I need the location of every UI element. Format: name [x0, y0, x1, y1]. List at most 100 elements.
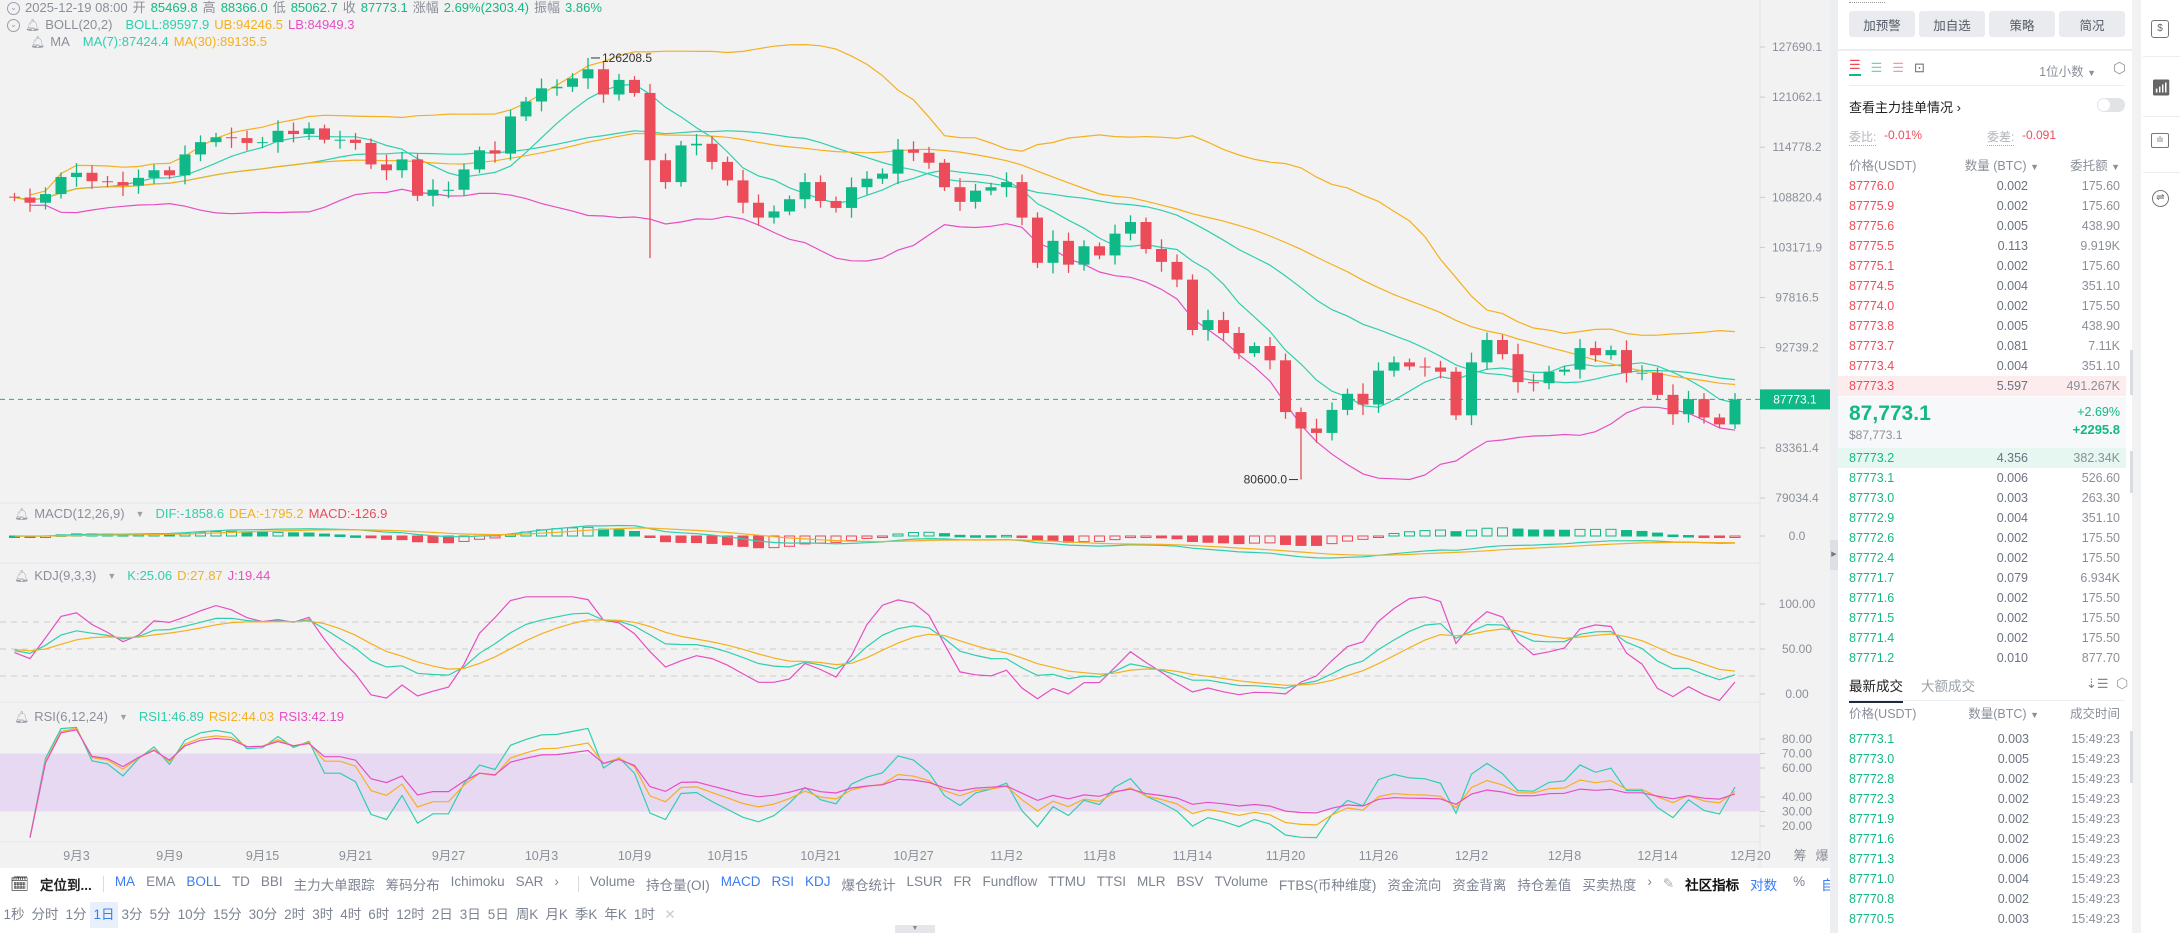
orderbook-row[interactable]: 87775.1 0.002 175.60	[1838, 256, 2126, 276]
orderbook-row[interactable]: 87772.4 0.002 175.50	[1838, 548, 2126, 568]
orderbook-row[interactable]: 87771.3 0.006 15:49:23	[1838, 849, 2126, 869]
orderbook-row[interactable]: 87771.4 0.002 175.50	[1838, 628, 2126, 648]
book-bids-icon[interactable]: ☰	[1870, 60, 1883, 75]
indicator-1[interactable]: EMA	[146, 874, 176, 889]
sub-indicator-1[interactable]: 持仓量(OI)	[645, 878, 710, 893]
rsi-name[interactable]: RSI(6,12,24)	[34, 709, 108, 724]
edit-icon[interactable]: ✎	[1662, 876, 1675, 891]
main-orders-link[interactable]: 查看主力挂单情况 ›	[1849, 100, 1961, 115]
indicator-9[interactable]: ›	[554, 874, 559, 889]
interval-17[interactable]: 周K	[515, 907, 539, 922]
tab-latest-trades[interactable]: 最新成交	[1849, 675, 1903, 703]
bell-icon[interactable]: 🔔︎	[14, 710, 30, 724]
sub-indicator-3[interactable]: RSI	[771, 874, 794, 889]
orderbook-row[interactable]: 87775.9 0.002 175.60	[1838, 196, 2126, 216]
axis-tool-button[interactable]: 爆	[1815, 848, 1828, 863]
interval-14[interactable]: 2日	[431, 907, 453, 922]
interval-11[interactable]: 4时	[340, 907, 362, 922]
sub-indicator-0[interactable]: Volume	[589, 874, 635, 889]
indicator-5[interactable]: 主力大单跟踪	[293, 878, 375, 893]
orderbook-row[interactable]: 87773.0 0.003 263.30	[1838, 488, 2126, 508]
trade-qty-header[interactable]: 数量(BTC) ▼	[1968, 707, 2039, 721]
sub-indicator-9[interactable]: TTMU	[1048, 874, 1086, 889]
asks-scrollbar[interactable]	[2130, 350, 2133, 395]
interval-9[interactable]: 2时	[284, 907, 306, 922]
interval-6[interactable]: 10分	[177, 907, 207, 922]
indicator-4[interactable]: BBI	[260, 874, 283, 889]
orderbook-row[interactable]: 87775.5 0.113 9.919K	[1838, 236, 2126, 256]
interval-4[interactable]: 3分	[121, 907, 143, 922]
orderbook-row[interactable]: 87770.8 0.002 15:49:23	[1838, 889, 2126, 909]
bell-icon[interactable]: 🔔︎	[30, 35, 46, 49]
community-indicators-button[interactable]: 社区指标	[1685, 878, 1740, 893]
interval-19[interactable]: 季K	[574, 907, 598, 922]
dollar-doc-icon[interactable]: $	[2151, 20, 2169, 38]
swap-icon[interactable]: ⇌	[2152, 190, 2169, 207]
overview-button[interactable]: 简况	[2059, 11, 2125, 37]
orderbook-row[interactable]: 87773.3 5.597 491.267K	[1838, 376, 2126, 396]
interval-7[interactable]: 15分	[213, 907, 242, 922]
book-asks-icon[interactable]: ☰	[1892, 60, 1904, 75]
orderbook-row[interactable]: 87776.0 0.002 175.60	[1838, 176, 2126, 196]
log-scale-toggle[interactable]: 对数	[1750, 878, 1778, 893]
interval-2[interactable]: 1分	[65, 907, 87, 922]
indicator-6[interactable]: 筹码分布	[385, 878, 440, 893]
sub-indicator-4[interactable]: KDJ	[804, 874, 831, 889]
sub-indicator-12[interactable]: BSV	[1176, 874, 1204, 889]
bell-icon[interactable]: 🔔︎	[14, 507, 30, 521]
orderbook-row[interactable]: 87773.4 0.004 351.10	[1838, 356, 2126, 376]
caret-down-icon[interactable]: ▼	[107, 571, 117, 581]
interval-13[interactable]: 12时	[396, 907, 425, 922]
indicator-2[interactable]: BOLL	[186, 874, 221, 889]
add-watchlist-button[interactable]: 加自选	[1919, 11, 1985, 37]
collapse-arrow-icon[interactable]: ▶	[1830, 540, 1838, 570]
add-alert-button[interactable]: 加预警	[1849, 11, 1915, 37]
tab-large-trades[interactable]: 大额成交	[1921, 679, 1975, 694]
locate-date-button[interactable]: 定位到...	[40, 878, 92, 893]
bids-scrollbar[interactable]	[2130, 451, 2133, 493]
orderbook-row[interactable]: 87771.6 0.002 175.50	[1838, 588, 2126, 608]
orderbook-row[interactable]: 87772.9 0.004 351.10	[1838, 508, 2126, 528]
indicator-7[interactable]: Ichimoku	[450, 874, 505, 889]
sub-indicator-7[interactable]: FR	[953, 874, 972, 889]
orderbook-row[interactable]: 87771.0 0.004 15:49:23	[1838, 869, 2126, 889]
orderbook-row[interactable]: 87771.2 0.010 877.70	[1838, 648, 2126, 668]
interval-18[interactable]: 月K	[545, 907, 568, 922]
collapse-toolbar-button[interactable]: ▼	[895, 925, 935, 933]
qty-header[interactable]: 数量 (BTC) ▼	[1964, 159, 2039, 173]
orderbook-row[interactable]: 87770.5 0.003 15:49:23	[1838, 909, 2126, 929]
interval-5[interactable]: 5分	[149, 907, 171, 922]
sub-indicator-6[interactable]: LSUR	[906, 874, 943, 889]
sub-indicator-13[interactable]: TVolume	[1214, 874, 1268, 889]
interval-20[interactable]: 年K	[604, 907, 627, 922]
kdj-name[interactable]: KDJ(9,3,3)	[34, 568, 97, 583]
sub-indicator-19[interactable]: ›	[1647, 874, 1652, 889]
percent-scale-toggle[interactable]: %	[1793, 874, 1806, 889]
interval-21[interactable]: 1时	[633, 907, 655, 922]
interval-12[interactable]: 6时	[368, 907, 390, 922]
sort-list-icon[interactable]: ⇣☰	[2086, 676, 2109, 691]
orderbook-row[interactable]: 87772.3 0.002 15:49:23	[1838, 789, 2126, 809]
bell-icon[interactable]: 🔔︎	[25, 18, 41, 32]
orderbook-row[interactable]: 87771.7 0.079 6.934K	[1838, 568, 2126, 588]
macd-name[interactable]: MACD(12,26,9)	[34, 506, 125, 521]
orderbook-row[interactable]: 87771.5 0.002 175.50	[1838, 608, 2126, 628]
interval-8[interactable]: 30分	[248, 907, 278, 922]
interval-16[interactable]: 5日	[487, 907, 509, 922]
bell-icon[interactable]: 🔔︎	[14, 569, 30, 583]
orderbook-row[interactable]: 87773.7 0.081 7.11K	[1838, 336, 2126, 356]
caret-down-icon[interactable]: ▼	[118, 712, 128, 722]
orderbook-row[interactable]: 87772.6 0.002 175.50	[1838, 528, 2126, 548]
interval-3[interactable]: 1日	[90, 902, 119, 928]
orderbook-row[interactable]: 87773.1 0.006 526.60	[1838, 468, 2126, 488]
book-add-icon[interactable]: ⊡	[1913, 60, 1925, 75]
sub-indicator-15[interactable]: 资金流向	[1387, 878, 1442, 893]
close-intervals-icon[interactable]: ✕	[664, 907, 676, 922]
boll-name[interactable]: BOLL(20,2)	[45, 17, 113, 32]
axis-tool-button[interactable]: 筹	[1793, 848, 1806, 863]
strategy-button[interactable]: 策略	[1989, 11, 2055, 37]
monitor-chart-icon[interactable]: ılı	[2151, 133, 2169, 148]
orderbook-row[interactable]: 87774.5 0.004 351.10	[1838, 276, 2126, 296]
orderbook-row[interactable]: 87771.6 0.002 15:49:23	[1838, 829, 2126, 849]
indicator-3[interactable]: TD	[231, 874, 250, 889]
